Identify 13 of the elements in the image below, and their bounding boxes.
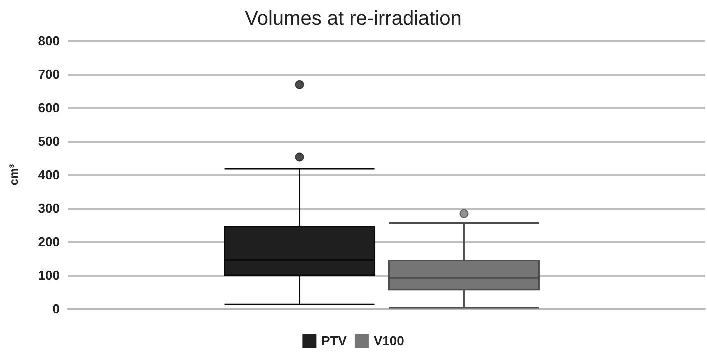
y-tick-label: 200 [38, 234, 60, 250]
y-tick-label: 300 [38, 201, 60, 216]
y-tick-label: 600 [38, 100, 60, 116]
y-tick-label: 100 [38, 268, 60, 283]
chart-title: Volumes at re-irradiation [245, 8, 462, 30]
legend-label: PTV [322, 334, 348, 348]
legend-label: V100 [374, 334, 404, 348]
y-tick-label: 400 [38, 168, 60, 182]
y-tick-label: 0 [52, 302, 60, 316]
y-tick-label: 500 [38, 134, 60, 149]
y-axis-title: cm³ [7, 164, 21, 186]
y-tick-label: 700 [38, 67, 60, 82]
y-tick-label: 800 [38, 34, 60, 48]
